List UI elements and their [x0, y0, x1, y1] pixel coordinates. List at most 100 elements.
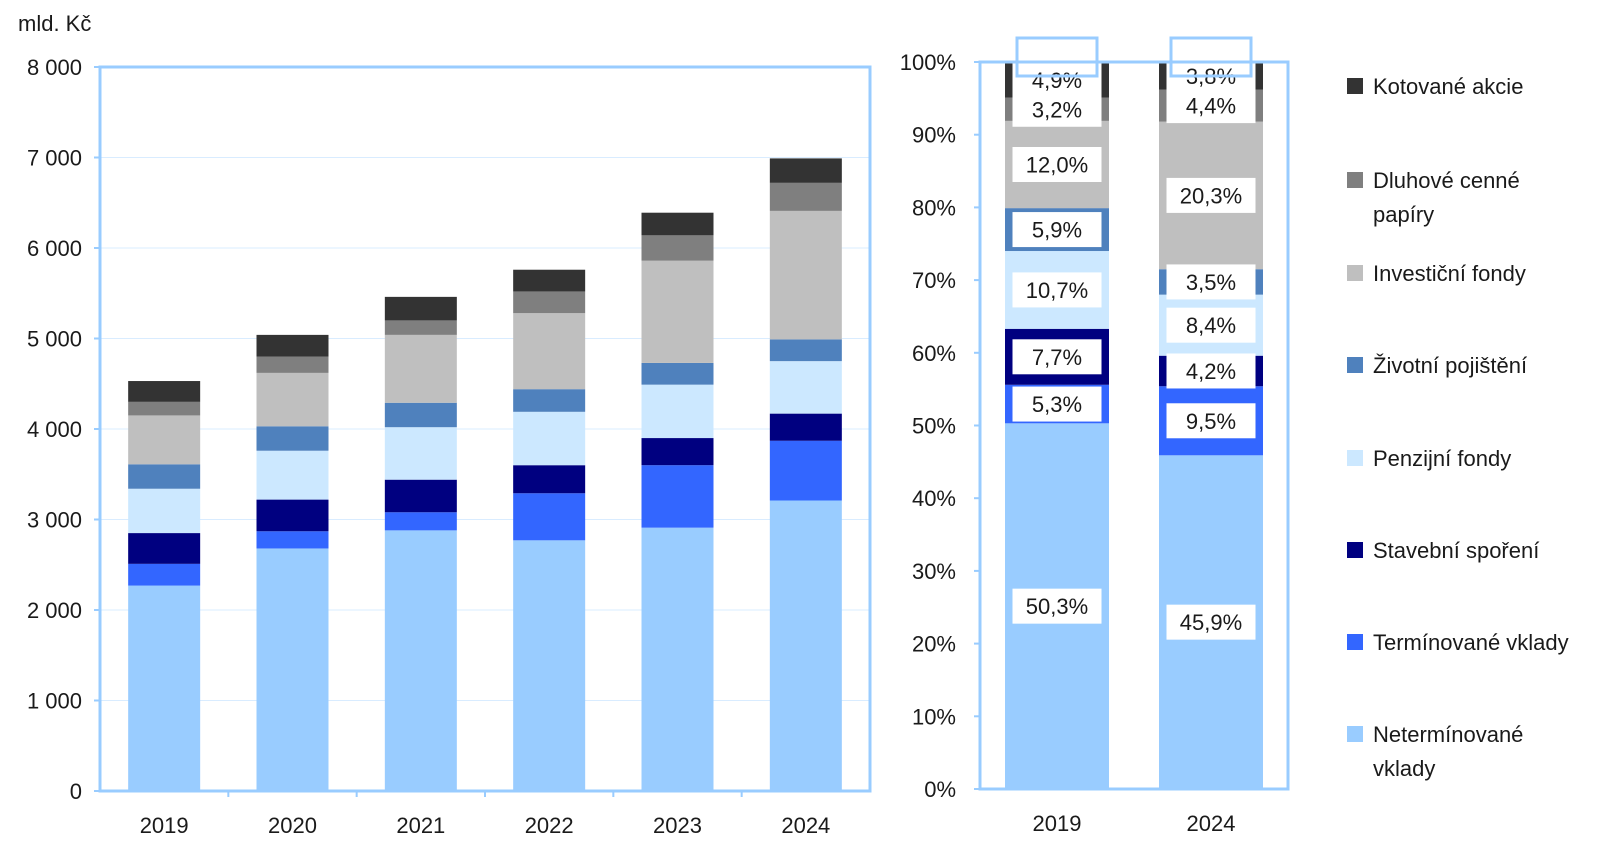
y-tick-label: 4 000 [27, 417, 82, 442]
legend-label: Stavební spoření [1373, 538, 1540, 563]
bar-segment [256, 531, 329, 549]
data-label-box [1012, 339, 1102, 375]
y-tick-label: 60% [912, 341, 956, 366]
data-label-box [1166, 353, 1256, 389]
bar-segment [384, 320, 457, 335]
legend-label: Životní pojištění [1373, 353, 1528, 378]
bar-segment [256, 426, 329, 451]
data-label-box [1166, 604, 1256, 640]
data-label: 10,7% [1026, 278, 1088, 303]
legend-swatch [1347, 78, 1363, 94]
bar-segment [256, 450, 329, 500]
top-label-outline [1015, 36, 1099, 78]
data-label: 20,3% [1180, 183, 1242, 208]
y-tick-label: 90% [912, 123, 956, 148]
bar-segment [128, 464, 201, 489]
x-tick-label: 2024 [781, 813, 830, 838]
bar-segment [769, 339, 842, 362]
percent-stacked-bar-chart: 0% 10% 20% 30% 40% 50% 60% 70% 80% 90% 100% 50,3% 5,… [900, 36, 1290, 836]
bar-segment [769, 182, 842, 211]
bar-segment [513, 389, 586, 412]
legend-swatch [1347, 450, 1363, 466]
unit-label: mld. Kč [18, 11, 91, 36]
bar-segment [256, 334, 329, 357]
x-tick-label: 2019 [140, 813, 189, 838]
x-tick-label: 2019 [1033, 811, 1082, 836]
bar-segment [641, 438, 714, 466]
y-tick-label: 20% [912, 632, 956, 657]
data-label: 4,2% [1186, 359, 1236, 384]
bar-segment [384, 427, 457, 480]
data-label-box [1166, 403, 1256, 439]
y-tick-label: 100% [900, 50, 956, 75]
bar-segment [641, 212, 714, 236]
legend-swatch [1347, 357, 1363, 373]
data-label: 12,0% [1026, 153, 1088, 178]
bar-segment [128, 585, 201, 791]
bar-segment [384, 334, 457, 403]
data-label-box [1012, 212, 1102, 248]
data-label: 8,4% [1186, 313, 1236, 338]
legend-label: Termínované vklady [1373, 630, 1569, 655]
y-tick-label: 6 000 [27, 236, 82, 261]
data-label-box [1012, 386, 1102, 422]
bar-segment [128, 381, 201, 402]
bar-segment [769, 361, 842, 414]
legend-item-investicni-fondy: Investiční fondy [1347, 257, 1597, 291]
bar-segment [513, 540, 586, 791]
x-tick-label: 2023 [653, 813, 702, 838]
data-label-box [1012, 62, 1102, 98]
data-label: 5,9% [1032, 218, 1082, 243]
legend-item-neterminovane-vklady: Netermínované vklady [1347, 718, 1597, 786]
y-tick-label: 2 000 [27, 598, 82, 623]
bar-segment [384, 296, 457, 321]
legend-swatch [1347, 542, 1363, 558]
bar-segment [641, 384, 714, 439]
plot-frame [978, 60, 1290, 791]
bar-segment [384, 512, 457, 531]
x-tick-label: 2021 [396, 813, 445, 838]
y-tick-label: 70% [912, 268, 956, 293]
bar-segment [513, 269, 586, 292]
bar-segment [384, 402, 457, 428]
bar-segment [128, 401, 201, 416]
top-label-outline [1169, 36, 1253, 78]
bar-segment [513, 493, 586, 541]
bar-segment [128, 563, 201, 586]
data-label-box [1166, 177, 1256, 213]
data-label: 45,9% [1180, 610, 1242, 635]
bar-segment [513, 411, 586, 466]
bar-segment [769, 210, 842, 340]
bar-segment [769, 158, 842, 183]
bar-segment [384, 479, 457, 513]
legend-item-stavebni-sporeni: Stavební spoření [1347, 534, 1597, 568]
bar-segment [128, 415, 201, 465]
data-label: 50,3% [1026, 594, 1088, 619]
data-label: 3,2% [1032, 97, 1082, 122]
x-tick-label: 2020 [268, 813, 317, 838]
plot-frame [98, 65, 872, 793]
y-tick-label: 80% [912, 195, 956, 220]
bar-segment [256, 356, 329, 373]
data-label-box [1166, 307, 1256, 343]
x-tick-label: 2024 [1187, 811, 1236, 836]
bar-segment [256, 499, 329, 532]
data-label: 4,9% [1032, 68, 1082, 93]
data-label: 7,7% [1032, 345, 1082, 370]
y-tick-label: 0 [70, 779, 82, 804]
y-tick-label: 1 000 [27, 689, 82, 714]
legend-label: Investiční fondy [1373, 261, 1526, 286]
bar-segment [641, 235, 714, 261]
x-tick-label: 2022 [525, 813, 574, 838]
bar-segment [769, 440, 842, 501]
legend-label: Netermínované vklady [1373, 722, 1524, 781]
data-label-box [1012, 147, 1102, 183]
bar-segment [769, 500, 842, 791]
y-tick-label: 10% [912, 704, 956, 729]
bar-segment [384, 530, 457, 791]
legend-label: Dluhové cenné papíry [1373, 168, 1520, 227]
y-tick-label: 50% [912, 414, 956, 439]
legend-item-penzijni-fondy: Penzijní fondy [1347, 442, 1597, 476]
bar-segment [641, 527, 714, 791]
bar-segment [256, 548, 329, 791]
